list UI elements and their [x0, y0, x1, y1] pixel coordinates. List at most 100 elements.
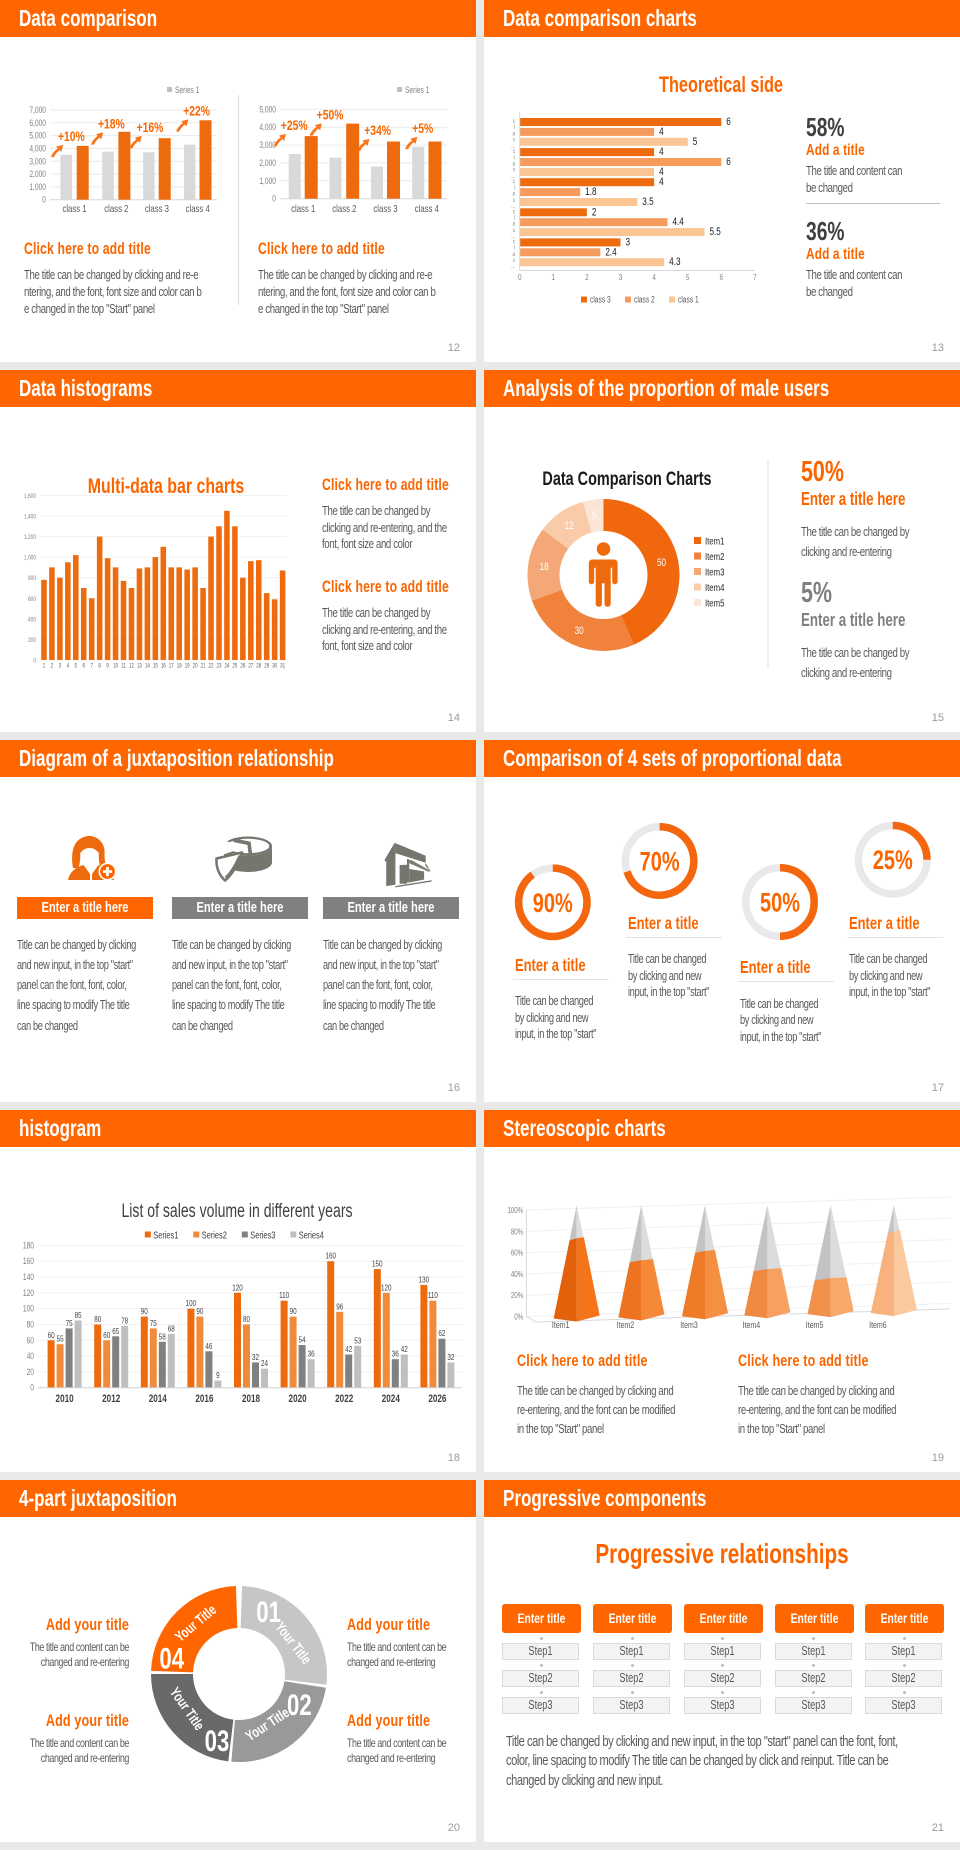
svg-text:96: 96: [336, 1301, 343, 1311]
svg-text:23: 23: [217, 663, 222, 670]
svg-text:400: 400: [28, 617, 36, 624]
svg-text:class 3: class 3: [590, 295, 611, 305]
svg-text:s: s: [513, 197, 516, 204]
svg-text:3: 3: [619, 272, 622, 282]
svg-text:...: ...: [511, 173, 515, 180]
svg-text:36: 36: [392, 1349, 399, 1359]
svg-text:600: 600: [28, 596, 36, 603]
svg-text:c: c: [513, 149, 516, 156]
svg-text:4,000: 4,000: [259, 122, 276, 132]
svg-text:6: 6: [726, 116, 731, 129]
svg-text:42: 42: [345, 1344, 352, 1354]
svg-text:4.4: 4.4: [673, 216, 685, 229]
svg-text:s: s: [513, 167, 516, 174]
svg-text:Item5: Item5: [806, 1319, 824, 1330]
svg-text:62: 62: [438, 1328, 445, 1338]
svg-text:40%: 40%: [511, 1269, 524, 1279]
svg-text:...: ...: [511, 203, 515, 210]
svg-text:5: 5: [686, 272, 689, 282]
svg-text:3: 3: [626, 236, 631, 249]
svg-text:150: 150: [372, 1259, 382, 1269]
svg-text:25: 25: [232, 663, 237, 670]
svg-text:4.3: 4.3: [669, 256, 680, 269]
svg-text:100: 100: [23, 1304, 35, 1314]
svg-text:Item6: Item6: [869, 1319, 887, 1330]
svg-text:65: 65: [112, 1326, 119, 1336]
svg-text:01: 01: [256, 1595, 281, 1629]
svg-text:Item4: Item4: [743, 1319, 761, 1330]
svg-text:60: 60: [27, 1335, 35, 1345]
svg-text:32: 32: [252, 1352, 259, 1362]
svg-text:32: 32: [447, 1352, 454, 1362]
svg-text:58: 58: [159, 1331, 166, 1341]
svg-text:17: 17: [169, 663, 174, 670]
svg-text:2012: 2012: [102, 1393, 120, 1406]
svg-text:80%: 80%: [511, 1226, 524, 1236]
svg-text:27: 27: [248, 663, 253, 670]
svg-text:c: c: [513, 209, 516, 216]
svg-text:5.5: 5.5: [710, 226, 721, 239]
svg-text:Item3: Item3: [680, 1319, 698, 1330]
svg-text:4: 4: [659, 126, 664, 139]
svg-text:l: l: [514, 125, 515, 132]
svg-text:1,000: 1,000: [29, 182, 46, 192]
svg-text:03: 03: [205, 1724, 230, 1758]
svg-text:7: 7: [90, 663, 93, 670]
svg-text:Item4: Item4: [705, 582, 724, 593]
svg-text:90: 90: [196, 1306, 203, 1316]
svg-text:40: 40: [27, 1351, 35, 1361]
svg-text:2020: 2020: [289, 1393, 307, 1406]
svg-text:Series 1: Series 1: [175, 85, 200, 95]
svg-text:1,600: 1,600: [24, 493, 36, 500]
svg-text:c: c: [513, 179, 516, 186]
svg-text:a: a: [513, 161, 516, 168]
svg-text:4: 4: [659, 146, 664, 159]
svg-text:s: s: [513, 227, 516, 234]
svg-text:90: 90: [141, 1306, 148, 1316]
svg-text:class 3: class 3: [373, 203, 397, 214]
svg-text:Item3: Item3: [705, 566, 724, 577]
svg-text:14: 14: [145, 663, 150, 670]
svg-text:2014: 2014: [149, 1393, 168, 1406]
svg-text:class 2: class 2: [332, 203, 356, 214]
svg-text:0: 0: [33, 658, 36, 665]
svg-text:53: 53: [354, 1335, 361, 1345]
svg-text:1,000: 1,000: [259, 176, 276, 186]
svg-text:80: 80: [27, 1320, 35, 1330]
svg-text:5,000: 5,000: [259, 104, 276, 114]
svg-text:0%: 0%: [514, 1312, 523, 1322]
svg-text:Series4: Series4: [299, 1229, 324, 1240]
svg-text:3.5: 3.5: [642, 196, 653, 209]
svg-text:6: 6: [720, 272, 723, 282]
svg-text:200: 200: [28, 637, 36, 644]
svg-text:l: l: [514, 245, 515, 252]
svg-text:Series1: Series1: [153, 1229, 178, 1240]
svg-text:Item2: Item2: [617, 1319, 635, 1330]
svg-text:18: 18: [177, 663, 182, 670]
svg-text:class 4: class 4: [186, 203, 210, 214]
svg-text:85: 85: [75, 1310, 82, 1320]
svg-text:100: 100: [186, 1298, 196, 1308]
svg-text:Series3: Series3: [250, 1229, 275, 1240]
svg-text:+16%: +16%: [137, 119, 164, 135]
svg-text:160: 160: [325, 1251, 335, 1261]
svg-text:120: 120: [381, 1282, 391, 1292]
svg-text:100%: 100%: [507, 1205, 523, 1215]
svg-text:2: 2: [592, 206, 597, 219]
svg-text:110: 110: [279, 1290, 289, 1300]
svg-text:110: 110: [428, 1290, 438, 1300]
svg-text:4,000: 4,000: [29, 143, 46, 153]
svg-text:class 2: class 2: [104, 203, 128, 214]
svg-text:80: 80: [94, 1314, 101, 1324]
svg-text:class 1: class 1: [678, 295, 699, 305]
svg-text:3,000: 3,000: [29, 156, 46, 166]
svg-text:50%: 50%: [760, 888, 800, 919]
svg-text:68: 68: [168, 1323, 175, 1333]
svg-text:4: 4: [652, 272, 655, 282]
svg-text:class 1: class 1: [291, 203, 315, 214]
svg-text:+25%: +25%: [281, 117, 308, 133]
svg-text:Item2: Item2: [705, 551, 724, 562]
svg-text:75: 75: [66, 1318, 73, 1328]
svg-text:1: 1: [43, 663, 46, 670]
svg-text:+10%: +10%: [58, 128, 85, 144]
